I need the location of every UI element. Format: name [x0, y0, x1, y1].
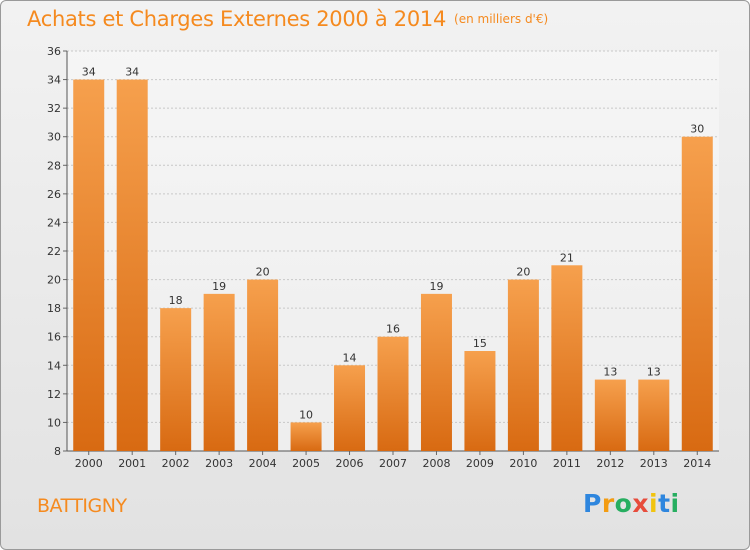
y-tick-label: 16 [47, 331, 61, 344]
y-tick-label: 32 [47, 102, 61, 115]
chart-title-text: Achats et Charges Externes 2000 à 2014 [27, 7, 447, 31]
y-tick-label: 36 [47, 45, 61, 58]
x-tick-label: 2005 [292, 457, 320, 470]
bar [464, 351, 496, 451]
bar [203, 293, 235, 451]
bar [638, 379, 670, 451]
bar [116, 79, 148, 452]
y-tick-label: 28 [47, 159, 61, 172]
bar [73, 79, 105, 452]
data-label: 18 [169, 294, 183, 307]
chart-subtitle: (en milliers d'€) [454, 12, 549, 26]
data-label: 14 [343, 351, 357, 364]
data-label: 30 [690, 123, 704, 136]
x-tick-label: 2012 [596, 457, 624, 470]
logo-letter: P [583, 489, 602, 518]
logo-letter: r [601, 489, 615, 518]
bar [594, 379, 626, 451]
x-tick-label: 2010 [509, 457, 537, 470]
bar [507, 279, 539, 451]
x-tick-label: 2007 [379, 457, 407, 470]
y-tick-label: 24 [47, 216, 61, 229]
x-tick-label: 2002 [162, 457, 190, 470]
x-tick-label: 2003 [205, 457, 233, 470]
bar [551, 265, 583, 451]
y-tick-label: 12 [47, 388, 61, 401]
town-name: BATTIGNY [37, 495, 127, 517]
bar [290, 422, 322, 451]
x-tick-label: 2004 [249, 457, 277, 470]
y-tick-label: 10 [47, 416, 61, 429]
data-label: 19 [429, 280, 443, 293]
x-tick-label: 2006 [336, 457, 364, 470]
logo-letter: o [614, 489, 633, 518]
bar [681, 136, 713, 451]
y-tick-label: 34 [47, 74, 61, 87]
data-label: 13 [603, 366, 617, 379]
data-label: 19 [212, 280, 226, 293]
y-tick-label: 8 [54, 445, 61, 458]
proxiti-logo: Proxiti [583, 489, 680, 518]
y-tick-label: 18 [47, 302, 61, 315]
data-label: 15 [473, 337, 487, 350]
x-tick-label: 2011 [553, 457, 581, 470]
bar [160, 308, 192, 451]
bar [247, 279, 279, 451]
bar [420, 293, 452, 451]
data-label: 34 [125, 66, 139, 79]
y-tick-label: 22 [47, 245, 61, 258]
logo-letter: x [632, 489, 649, 518]
y-tick-label: 20 [47, 274, 61, 287]
data-label: 20 [256, 266, 270, 279]
bar [334, 365, 366, 451]
x-tick-label: 2014 [683, 457, 711, 470]
y-tick-label: 26 [47, 188, 61, 201]
logo-letter: t [658, 489, 671, 518]
bar [377, 336, 409, 451]
logo-letter: i [649, 489, 659, 518]
y-tick-label: 30 [47, 131, 61, 144]
logo-letter: i [670, 489, 680, 518]
data-label: 13 [647, 366, 661, 379]
data-label: 16 [386, 323, 400, 336]
x-tick-label: 2000 [75, 457, 103, 470]
data-label: 34 [82, 66, 96, 79]
data-label: 20 [516, 266, 530, 279]
x-tick-label: 2013 [640, 457, 668, 470]
y-tick-label: 14 [47, 359, 61, 372]
x-tick-label: 2001 [118, 457, 146, 470]
chart-title: Achats et Charges Externes 2000 à 2014 (e… [27, 7, 548, 31]
data-label: 10 [299, 408, 313, 421]
data-label: 21 [560, 251, 574, 264]
x-tick-label: 2009 [466, 457, 494, 470]
x-tick-label: 2008 [422, 457, 450, 470]
